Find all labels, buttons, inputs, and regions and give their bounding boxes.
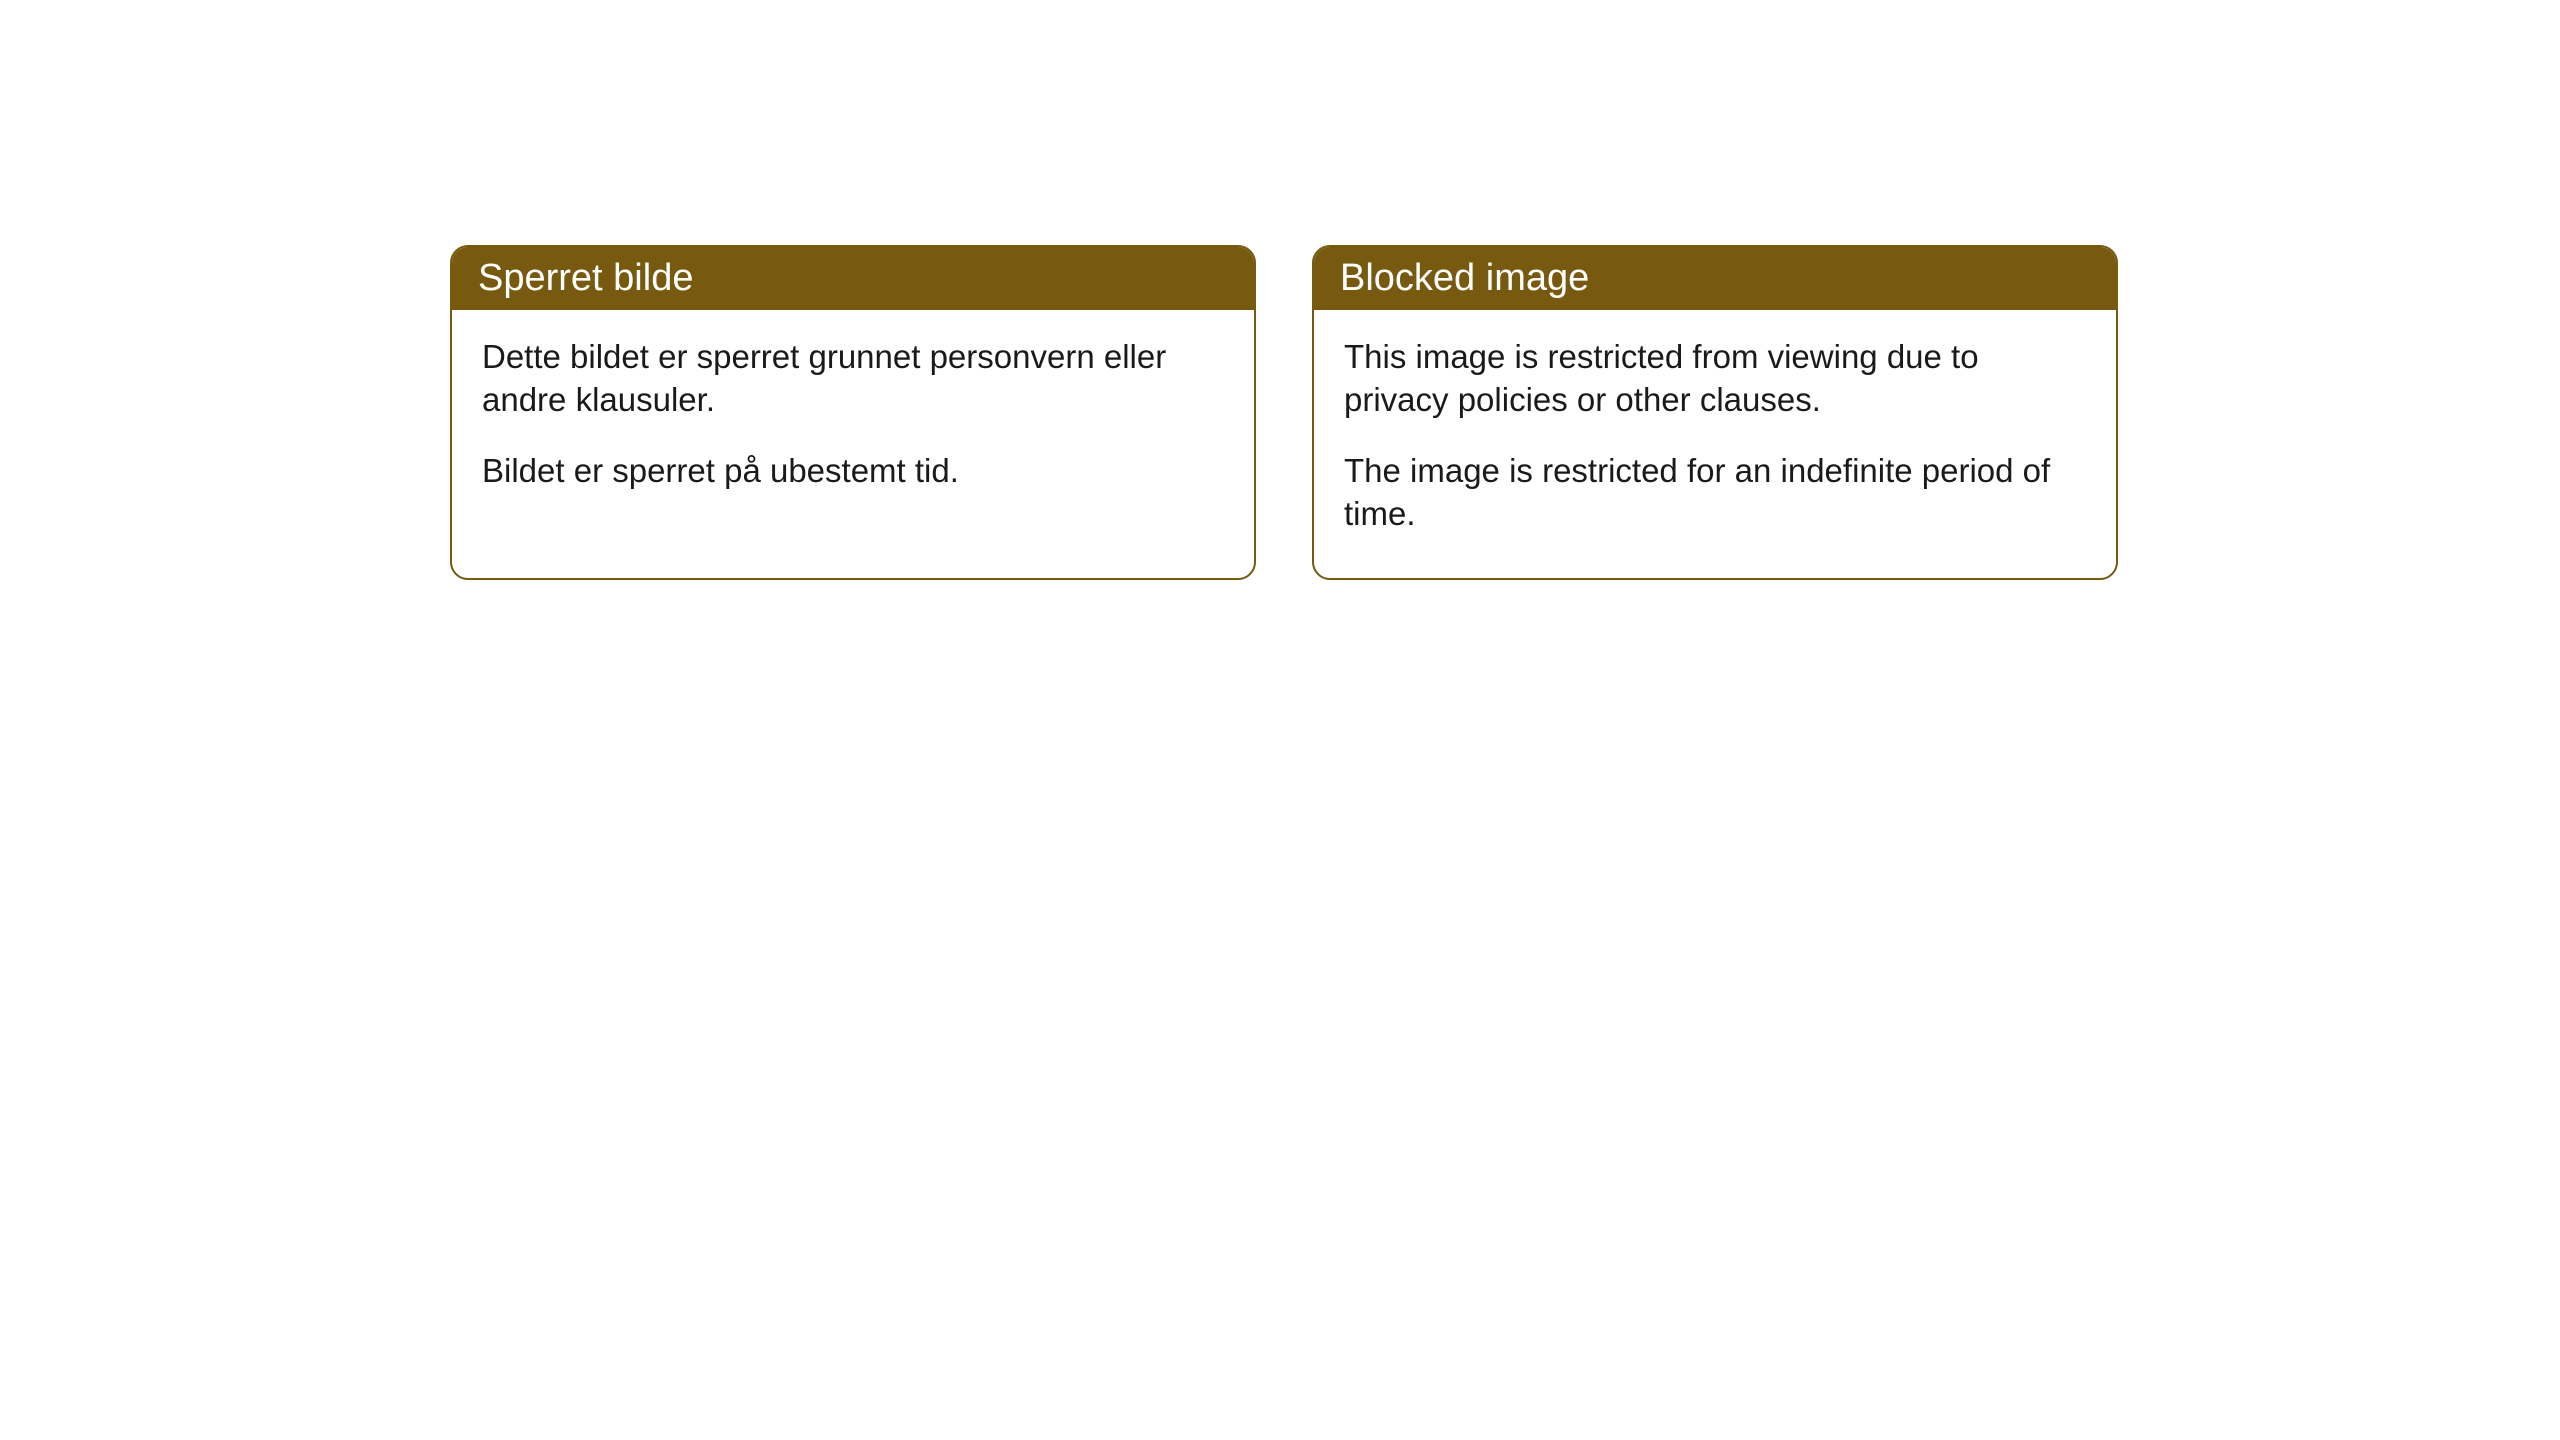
card-paragraph-1-english: This image is restricted from viewing du… (1344, 336, 2086, 422)
card-title-english: Blocked image (1340, 257, 1589, 299)
card-paragraph-2-norwegian: Bildet er sperret på ubestemt tid. (482, 450, 1224, 493)
card-body-norwegian: Dette bildet er sperret grunnet personve… (452, 310, 1254, 535)
card-title-norwegian: Sperret bilde (478, 257, 693, 299)
blocked-image-card-norwegian: Sperret bilde Dette bildet er sperret gr… (450, 245, 1256, 580)
card-body-english: This image is restricted from viewing du… (1314, 310, 2116, 578)
card-header-norwegian: Sperret bilde (452, 247, 1254, 310)
blocked-image-card-english: Blocked image This image is restricted f… (1312, 245, 2118, 580)
card-paragraph-2-english: The image is restricted for an indefinit… (1344, 450, 2086, 536)
card-header-english: Blocked image (1314, 247, 2116, 310)
card-paragraph-1-norwegian: Dette bildet er sperret grunnet personve… (482, 336, 1224, 422)
notice-cards-container: Sperret bilde Dette bildet er sperret gr… (450, 245, 2560, 580)
